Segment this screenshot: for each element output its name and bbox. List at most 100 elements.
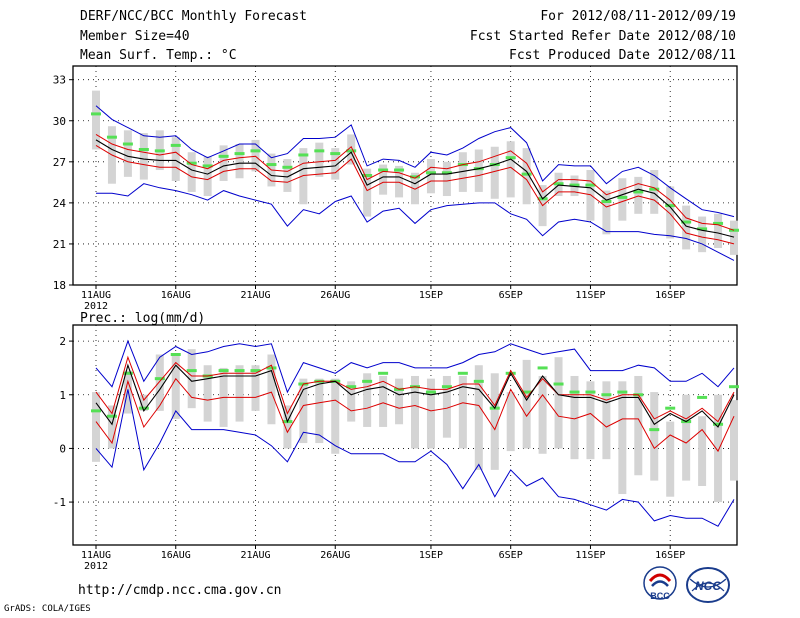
spread-box bbox=[123, 130, 132, 177]
spread-box bbox=[107, 405, 116, 449]
y-tick-label: -1 bbox=[53, 496, 66, 509]
x-tick-label: 11AUG bbox=[81, 290, 111, 301]
spread-box bbox=[171, 354, 180, 419]
spread-box bbox=[363, 373, 372, 427]
spread-box bbox=[92, 392, 100, 462]
x-tick-label: 21AUG bbox=[240, 290, 270, 301]
spread-box bbox=[666, 186, 675, 239]
spread-box bbox=[283, 159, 292, 192]
spread-box bbox=[698, 216, 707, 253]
spread-box bbox=[730, 400, 738, 481]
spread-box bbox=[139, 133, 148, 180]
spread-box bbox=[634, 176, 643, 214]
bcc-logo: BCC bbox=[643, 566, 677, 601]
spread-box bbox=[490, 373, 499, 470]
spread-box bbox=[426, 159, 435, 194]
panel-1: -1 0 1 2 11AUG 16AUG 21AUG 26AUG 1SEP 6SEP 11SEP 16… bbox=[53, 324, 739, 572]
spread-box bbox=[538, 375, 547, 454]
spread-box bbox=[442, 375, 451, 438]
spread-upper-line bbox=[95, 133, 735, 231]
spread-upper-line bbox=[95, 355, 735, 423]
x-tick-label: 11SEP bbox=[575, 290, 605, 301]
y-tick-label: 30 bbox=[53, 115, 66, 128]
spread-box bbox=[586, 170, 595, 221]
y-tick-label: 2 bbox=[59, 335, 66, 348]
spread-box bbox=[299, 378, 308, 444]
fcst-produced-date: Fcst Produced Date 2012/08/11 bbox=[509, 48, 736, 63]
spread-box bbox=[219, 145, 228, 181]
spread-box bbox=[602, 190, 611, 235]
x-tick-label: 6SEP bbox=[499, 550, 523, 561]
spread-box bbox=[379, 164, 388, 195]
spread-box bbox=[458, 152, 467, 192]
min-line bbox=[95, 389, 735, 527]
spread-box bbox=[682, 394, 691, 481]
spread-box bbox=[203, 156, 212, 197]
spread-box bbox=[283, 405, 292, 449]
spread-box bbox=[331, 148, 340, 180]
spread-box bbox=[411, 375, 419, 449]
spread-box bbox=[363, 168, 372, 217]
x-tick-label: 16AUG bbox=[161, 550, 191, 561]
source-url[interactable]: http://cmdp.ncc.cma.gov.cn bbox=[78, 583, 282, 598]
x-tick-label: 1SEP bbox=[419, 290, 443, 301]
min-line bbox=[96, 183, 735, 261]
spread-box bbox=[618, 178, 627, 221]
spread-box bbox=[490, 146, 499, 199]
spread-box bbox=[634, 375, 643, 476]
ensemble-mean-line bbox=[95, 139, 735, 238]
spread-box bbox=[682, 205, 691, 250]
temp-panel-title: Mean Surf. Temp.: °C bbox=[80, 48, 237, 63]
forecast-period: For 2012/08/11-2012/09/19 bbox=[540, 9, 736, 24]
spread-box bbox=[123, 370, 132, 414]
spread-box bbox=[650, 392, 659, 481]
x-tick-label: 16SEP bbox=[655, 290, 685, 301]
y-tick-label: 18 bbox=[53, 279, 66, 292]
spread-box bbox=[299, 148, 308, 205]
spread-box bbox=[426, 378, 435, 449]
spread-box bbox=[155, 354, 164, 411]
x-tick-label: 1SEP bbox=[419, 550, 443, 561]
chart-title: DERF/NCC/BCC Monthly Forecast bbox=[80, 9, 307, 24]
y-tick-label: 21 bbox=[53, 238, 66, 251]
x-tick-label: 16SEP bbox=[655, 550, 685, 561]
spread-box bbox=[474, 149, 483, 192]
x-tick-label: 21AUG bbox=[240, 550, 270, 561]
spread-box bbox=[554, 357, 563, 449]
x-tick-label: 16AUG bbox=[161, 290, 191, 301]
x-tick-label: 26AUG bbox=[320, 550, 350, 561]
spread-box bbox=[171, 137, 180, 181]
spread-box bbox=[730, 220, 738, 255]
spread-box bbox=[474, 365, 483, 470]
grads-credit: GrADS: COLA/IGES bbox=[4, 604, 91, 614]
spread-box bbox=[602, 381, 611, 460]
spread-box bbox=[506, 141, 515, 198]
plot-frame bbox=[72, 65, 738, 286]
spread-box bbox=[315, 142, 324, 177]
spread-box bbox=[666, 421, 675, 497]
x-tick-label: 11AUG bbox=[81, 550, 111, 561]
max-line bbox=[95, 339, 735, 394]
y-tick-label: 33 bbox=[53, 74, 66, 87]
spread-lower-line bbox=[95, 144, 735, 245]
x-tick-label: 6SEP bbox=[499, 290, 523, 301]
fcst-started-date: Fcst Started Refer Date 2012/08/10 bbox=[469, 29, 736, 44]
spread-box bbox=[187, 349, 196, 409]
spread-box bbox=[139, 394, 148, 411]
spread-box bbox=[618, 381, 627, 495]
spread-box bbox=[411, 172, 419, 205]
panel-0: 18 21 24 27 30 33 11AUG 16AUG 21AUG 26AUG 1SEP 6SEP… bbox=[53, 65, 739, 312]
x-tick-label: 26AUG bbox=[320, 290, 350, 301]
spread-lower-line bbox=[95, 377, 735, 453]
spread-box bbox=[251, 139, 260, 172]
spread-box bbox=[379, 375, 388, 427]
ensemble-mean-line bbox=[95, 363, 735, 428]
spread-box bbox=[506, 392, 515, 452]
ncc-logo: NCC bbox=[686, 567, 730, 603]
spread-box bbox=[187, 152, 196, 192]
spread-box bbox=[522, 148, 531, 205]
spread-box bbox=[586, 381, 595, 460]
y-tick-label: 24 bbox=[53, 197, 67, 210]
y-tick-label: 0 bbox=[59, 442, 66, 455]
